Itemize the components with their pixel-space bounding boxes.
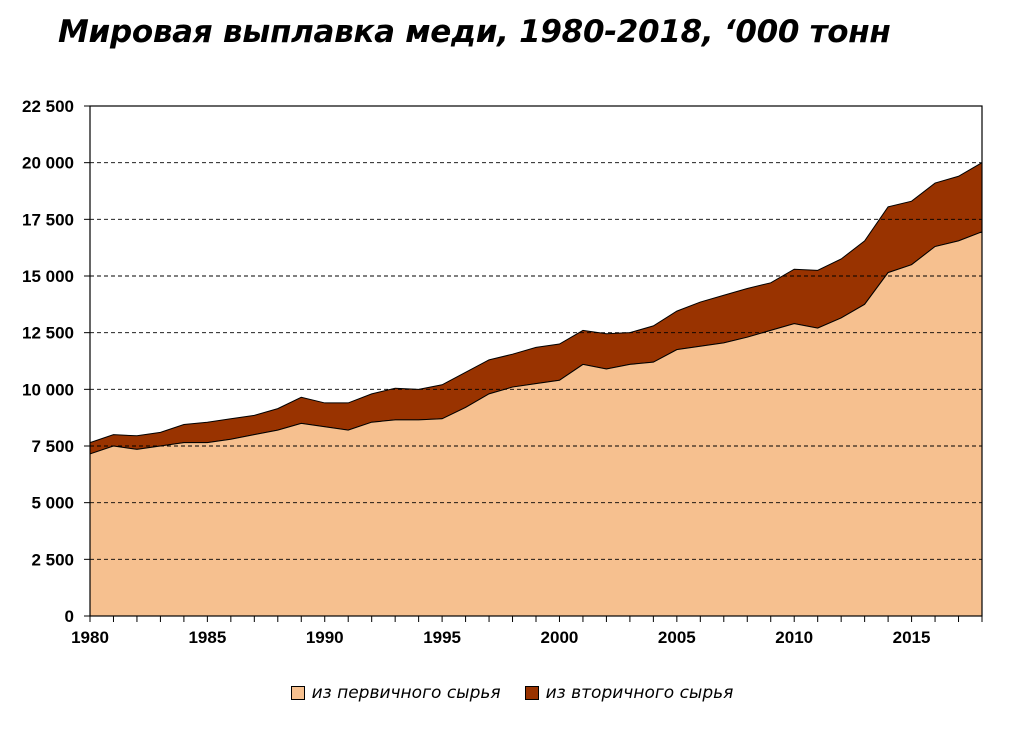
y-tick-label: 5 000 [31,494,74,513]
y-tick-label: 10 000 [22,380,74,399]
x-tick-label: 1980 [71,628,109,647]
y-tick-label: 22 500 [22,97,74,116]
chart-title: Мировая выплавка меди, 1980-2018, ‘000 т… [58,14,891,50]
series-area-primary [89,231,983,617]
x-tick-label: 1990 [306,628,344,647]
legend-swatch-primary [290,686,305,700]
x-tick-label: 2010 [775,628,813,647]
legend-label-primary: из первичного сырья [311,683,501,703]
legend-swatch-secondary [524,686,539,700]
legend-item-primary: из первичного сырья [290,683,501,703]
y-tick-label: 20 000 [22,154,74,173]
legend: из первичного сырья из вторичного сырья [0,683,1024,703]
legend-item-secondary: из вторичного сырья [524,683,734,703]
y-tick-label: 0 [65,607,74,626]
y-tick-label: 15 000 [22,267,74,286]
y-tick-label: 17 500 [22,210,74,229]
x-tick-label: 1985 [188,628,226,647]
legend-label-secondary: из вторичного сырья [545,683,734,703]
x-tick-label: 2000 [541,628,579,647]
x-tick-label: 1995 [423,628,461,647]
x-tick-label: 2005 [658,628,696,647]
y-tick-label: 12 500 [22,324,74,343]
y-tick-label: 2 500 [31,550,74,569]
y-tick-label: 7 500 [31,437,74,456]
x-tick-label: 2015 [893,628,931,647]
